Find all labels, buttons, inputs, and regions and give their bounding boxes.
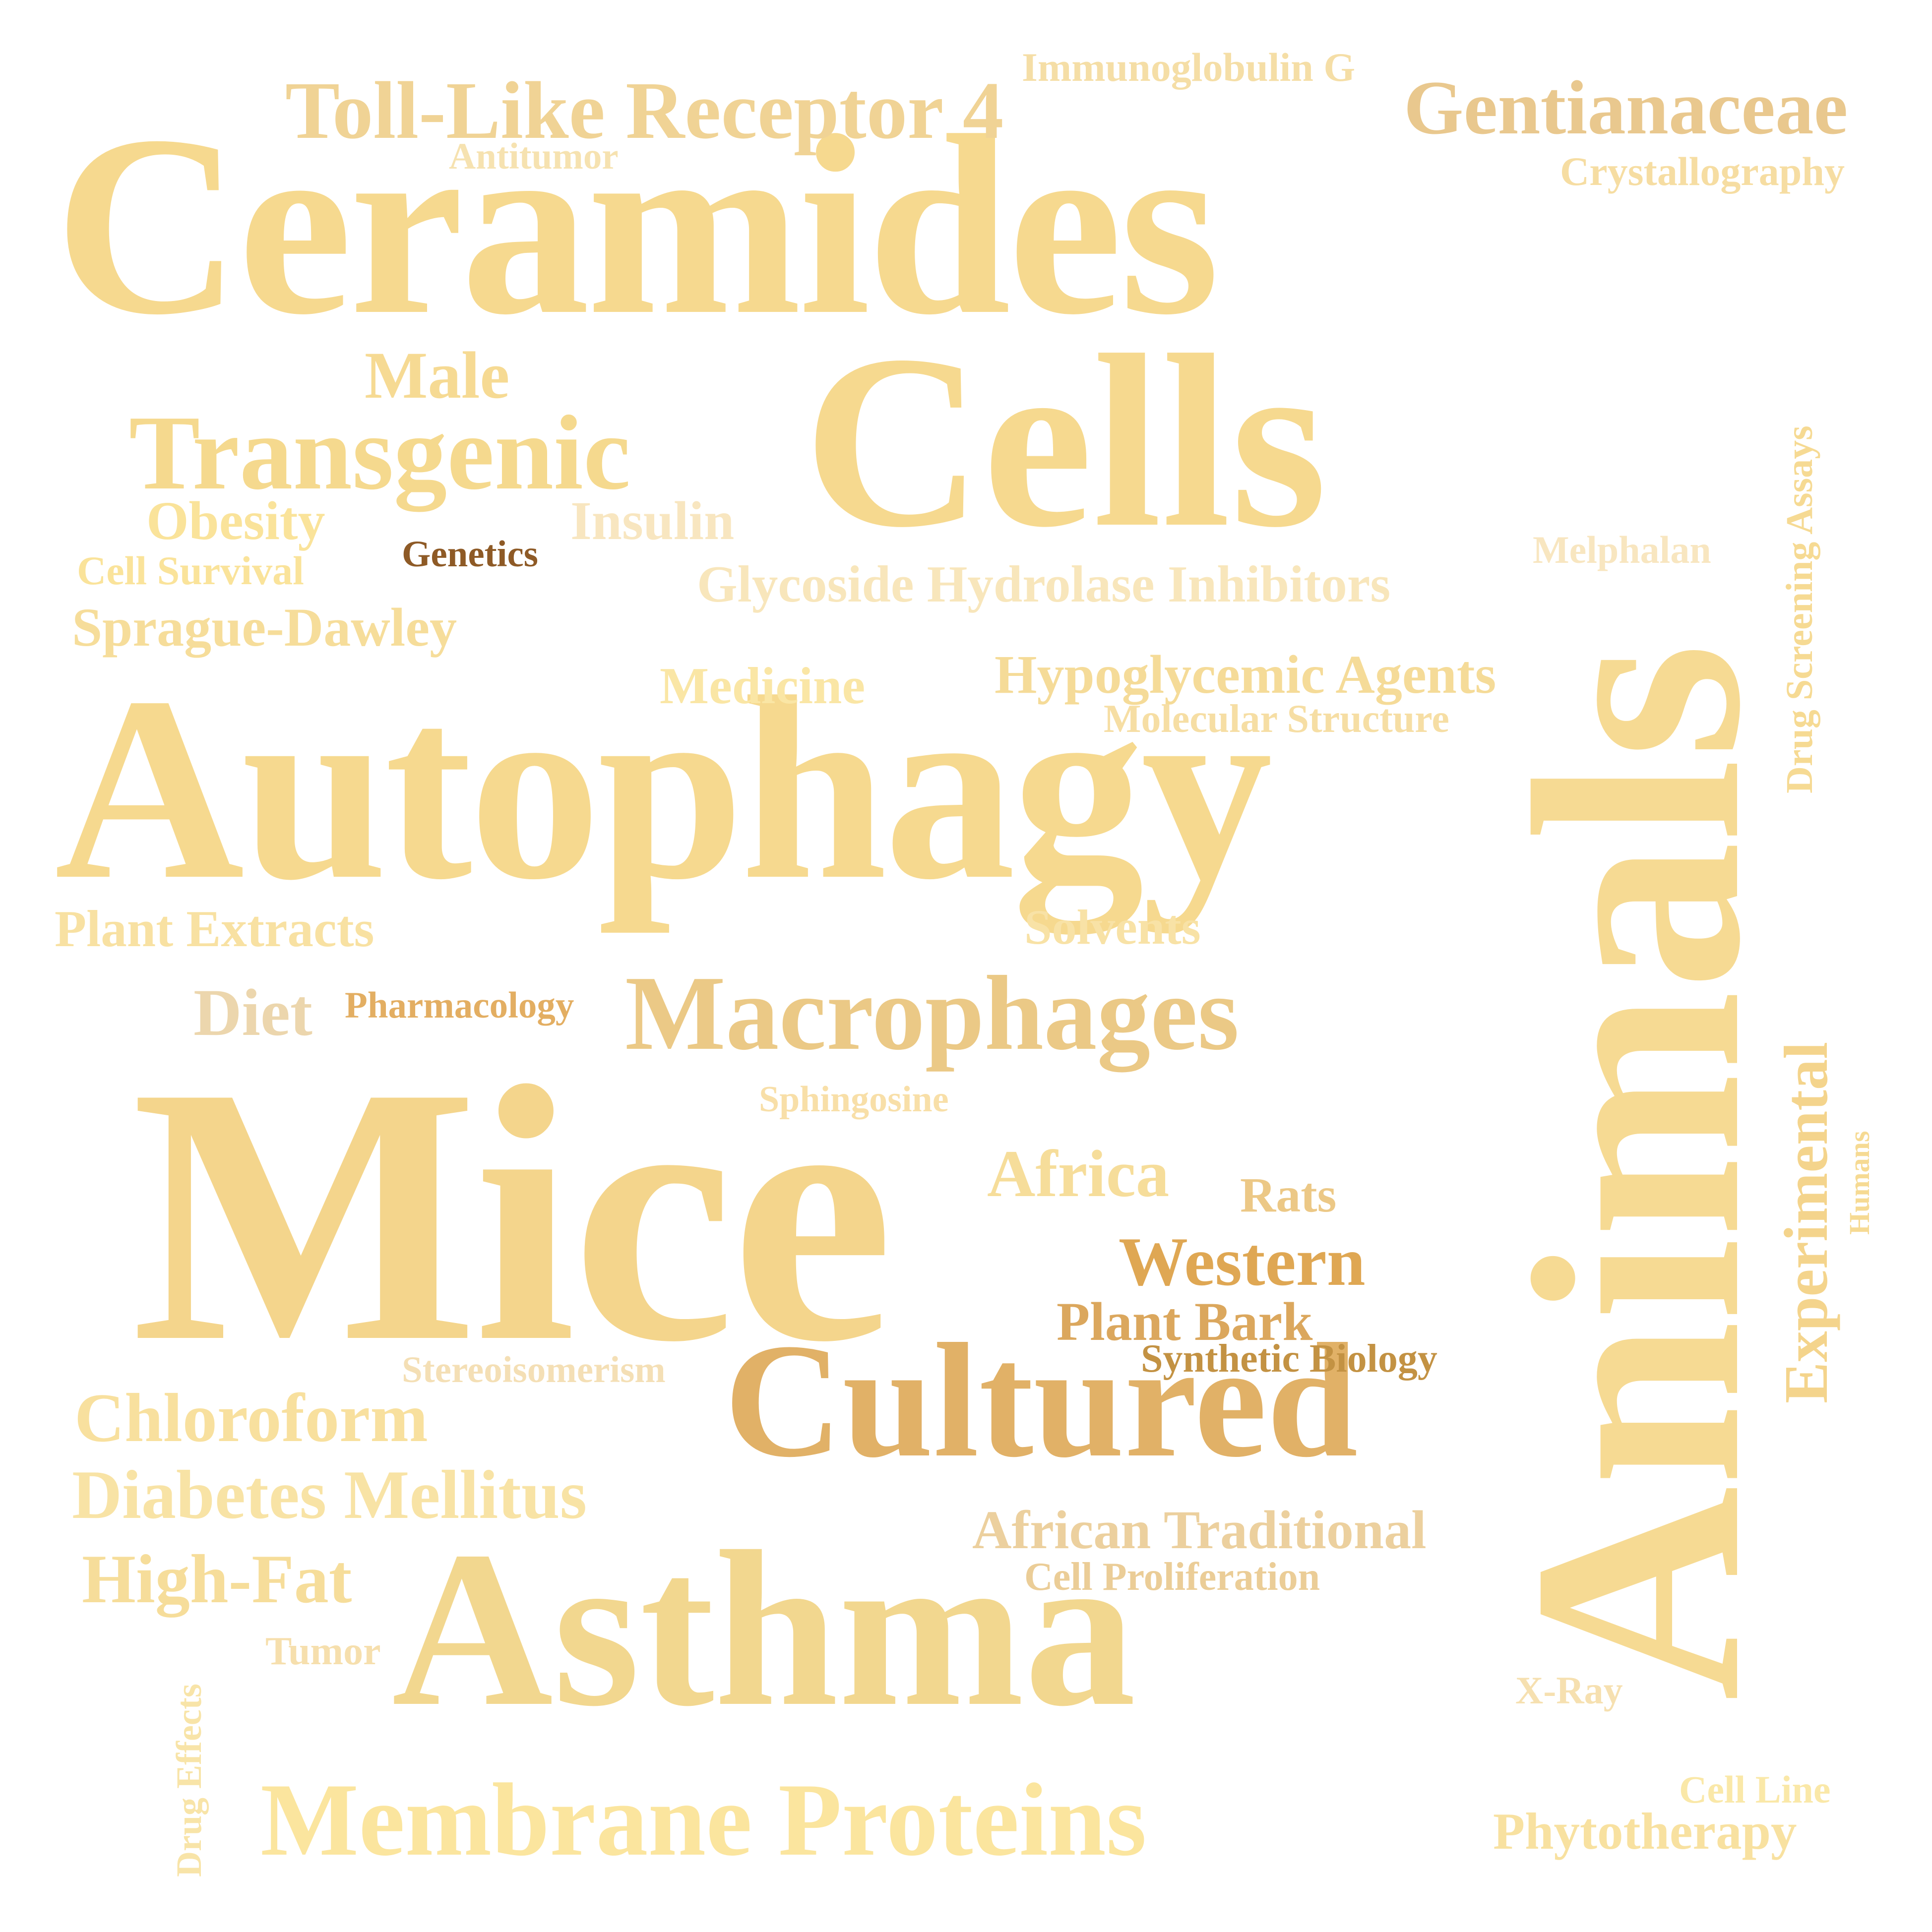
word-cell-proliferation: Cell Proliferation	[1024, 1555, 1320, 1599]
word-tumor: Tumor	[265, 1630, 381, 1673]
word-macrophages: Macrophages	[625, 954, 1240, 1072]
word-mice: Mice	[131, 1012, 894, 1418]
word-cell-line: Cell Line	[1679, 1768, 1831, 1811]
word-cells: Cells	[804, 304, 1327, 579]
word-diabetes-mellitus: Diabetes Mellitus	[72, 1456, 587, 1533]
word-drug-screening-assays: Drug Screening Assays	[1779, 425, 1820, 793]
word-melphalan: Melphalan	[1533, 528, 1711, 571]
word-genetics: Genetics	[402, 534, 538, 575]
word-glycoside-hydrolase-inhibitors: Glycoside Hydrolase Inhibitors	[697, 555, 1391, 613]
word-solvents: Solvents	[1024, 900, 1201, 955]
word-africa: Africa	[987, 1137, 1170, 1211]
word-immunoglobulin-g: Immunoglobulin G	[1022, 45, 1356, 90]
word-cultured: Cultured	[724, 1310, 1358, 1491]
word-western: Western	[1119, 1223, 1366, 1300]
word-plant-extracts: Plant Extracts	[55, 900, 374, 958]
word-sprague-dawley: Sprague-Dawley	[72, 597, 457, 658]
word-cell-survival: Cell Survival	[77, 548, 304, 593]
word-crystallography: Crystallography	[1560, 149, 1845, 194]
word-stereoisomerism: Stereoisomerism	[402, 1349, 666, 1390]
word-diet: Diet	[193, 976, 312, 1050]
word-antitumor: Antitumor	[449, 136, 619, 177]
word-drug-effects: Drug Effects	[169, 1684, 209, 1877]
word-chloroform: Chloroform	[74, 1380, 428, 1456]
word-pharmacology: Pharmacology	[345, 985, 574, 1026]
word-gentianaceae: Gentianaceae	[1404, 65, 1848, 150]
word-humans: Humans	[1843, 1131, 1875, 1235]
word-hypoglycemic-agents: Hypoglycemic Agents	[995, 644, 1496, 705]
word-transgenic: Transgenic	[129, 393, 631, 512]
word-toll-like-receptor-4: Toll-Like Receptor 4	[285, 65, 1004, 156]
word-experimental: Experimental	[1772, 1041, 1841, 1403]
word-autophagy: Autophagy	[55, 643, 1273, 934]
word-plant-bark: Plant Bark	[1057, 1291, 1313, 1352]
word-animals: Animals	[1472, 643, 1802, 1701]
word-high-fat: High-Fat	[82, 1541, 352, 1618]
word-medicine: Medicine	[660, 657, 866, 715]
word-sphingosine: Sphingosine	[759, 1079, 949, 1120]
word-molecular-structure: Molecular Structure	[1104, 697, 1449, 741]
word-male: Male	[365, 339, 510, 413]
word-obesity: Obesity	[146, 490, 325, 551]
word-african-traditional: African Traditional	[972, 1500, 1427, 1560]
word-insulin: Insulin	[570, 490, 735, 551]
word-rats: Rats	[1240, 1167, 1337, 1222]
word-ceramides: Ceramides	[55, 83, 1220, 368]
word-membrane-proteins: Membrane Proteins	[260, 1762, 1147, 1877]
word-phytotherapy: Phytotherapy	[1493, 1802, 1797, 1860]
word-asthma: Asthma	[392, 1506, 1136, 1752]
word-x-ray: X-Ray	[1515, 1669, 1623, 1712]
word-synthetic-biology: Synthetic Biology	[1141, 1337, 1437, 1381]
